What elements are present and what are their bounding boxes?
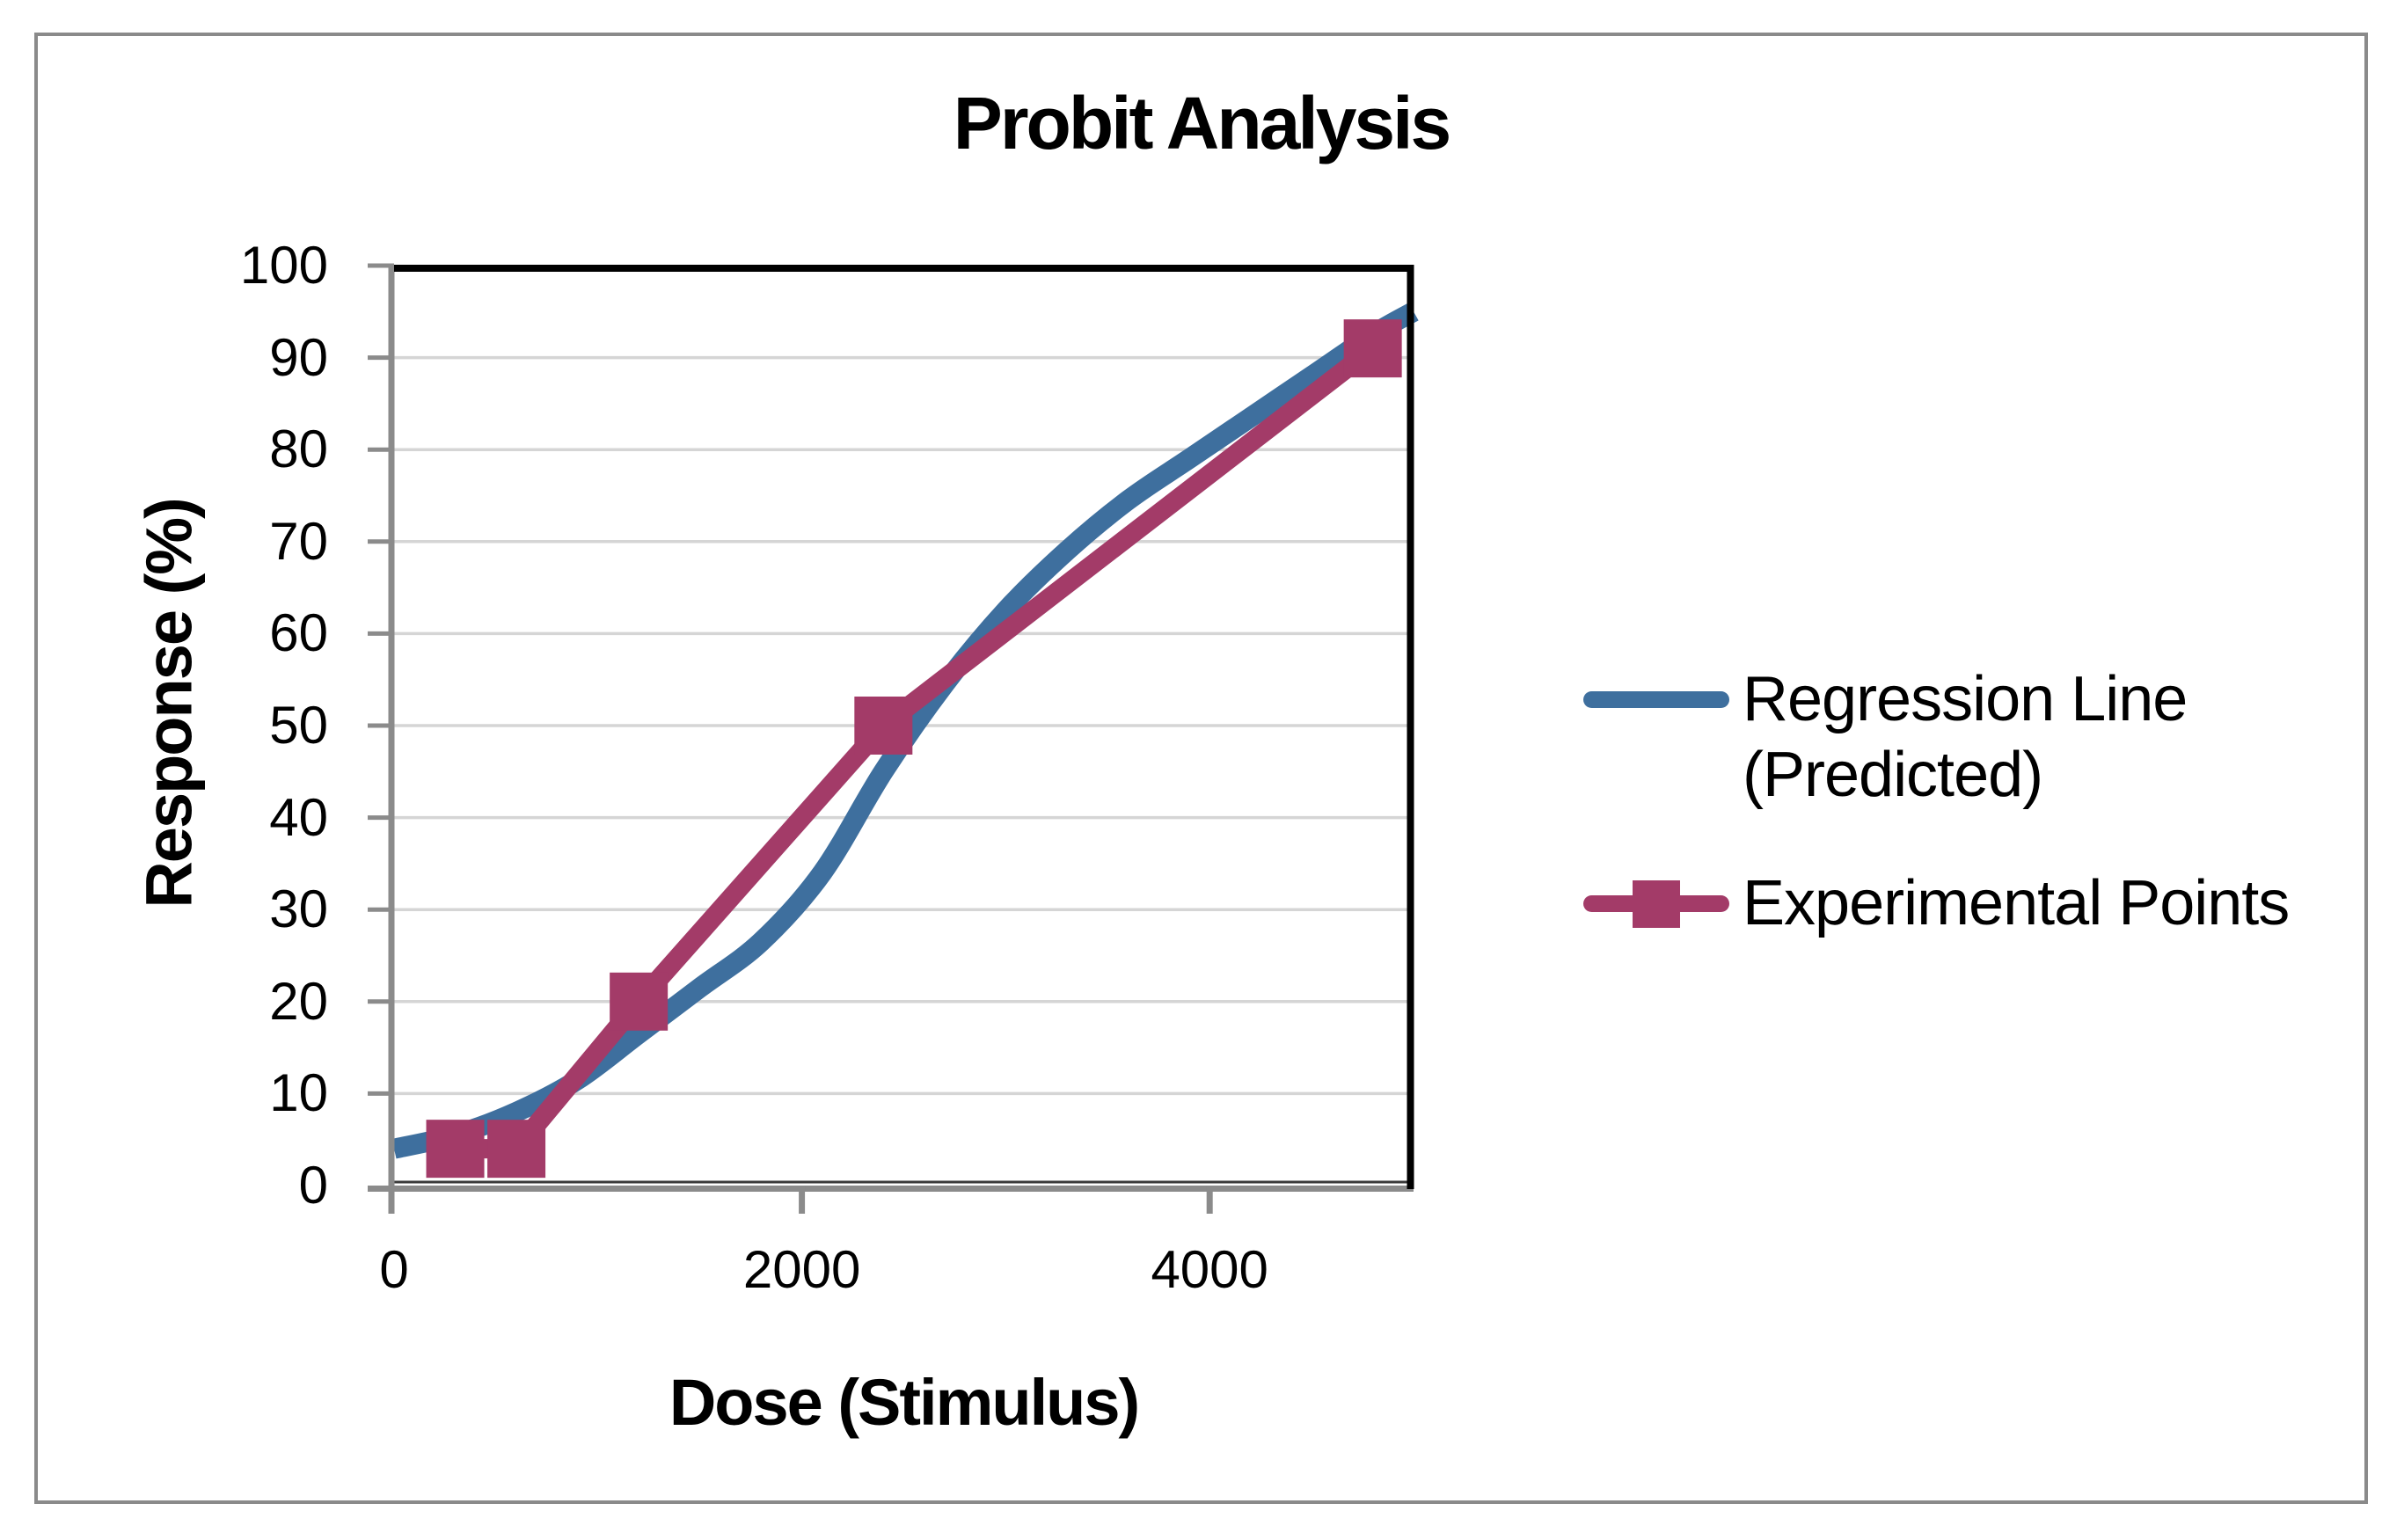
x-axis-title: Dose (Stimulus) [669, 1366, 1140, 1439]
y-tick-label-90: 90 [269, 327, 328, 387]
chart-outer-frame [34, 33, 2368, 1504]
legend-item-experimental-points: Experimental Points [1583, 865, 2290, 941]
y-tick-label-50: 50 [269, 696, 328, 755]
chart-title: Probit Analysis [953, 82, 1451, 164]
legend-label-experimental: Experimental Points [1743, 868, 2290, 938]
y-tick-label-30: 30 [269, 879, 328, 939]
experimental-points-series [455, 340, 1379, 1159]
data-point-marker-1200 [610, 972, 669, 1031]
line-swatch-icon [1583, 691, 1729, 708]
x-tick-label-2000: 2000 [742, 1240, 861, 1299]
y-tick-label-40: 40 [269, 787, 328, 847]
square-marker-icon [1633, 879, 1680, 928]
x-tick-label-0: 0 [379, 1240, 409, 1299]
data-point-marker-2400 [854, 697, 913, 755]
legend-item-regression-line: Regression Line (Predicted) [1583, 661, 2289, 813]
y-tick-label-70: 70 [269, 511, 328, 571]
y-tick-label-0: 0 [298, 1156, 328, 1215]
y-tick-label-80: 80 [269, 420, 328, 479]
y-tick-label-60: 60 [269, 603, 328, 663]
x-tick-label-4000: 4000 [1151, 1240, 1268, 1299]
legend: Regression Line (Predicted) Experimental… [1583, 661, 2290, 941]
line-with-square-marker-swatch-icon [1583, 879, 1729, 928]
y-tick-label-100: 100 [239, 236, 328, 295]
legend-label-regression: Regression Line (Predicted) [1743, 664, 2188, 810]
y-tick-label-10: 10 [269, 1063, 328, 1123]
data-point-marker-4800 [1343, 319, 1402, 378]
y-tick-label-20: 20 [269, 971, 328, 1031]
data-point-marker-300 [426, 1120, 485, 1179]
data-point-marker-600 [487, 1120, 546, 1179]
